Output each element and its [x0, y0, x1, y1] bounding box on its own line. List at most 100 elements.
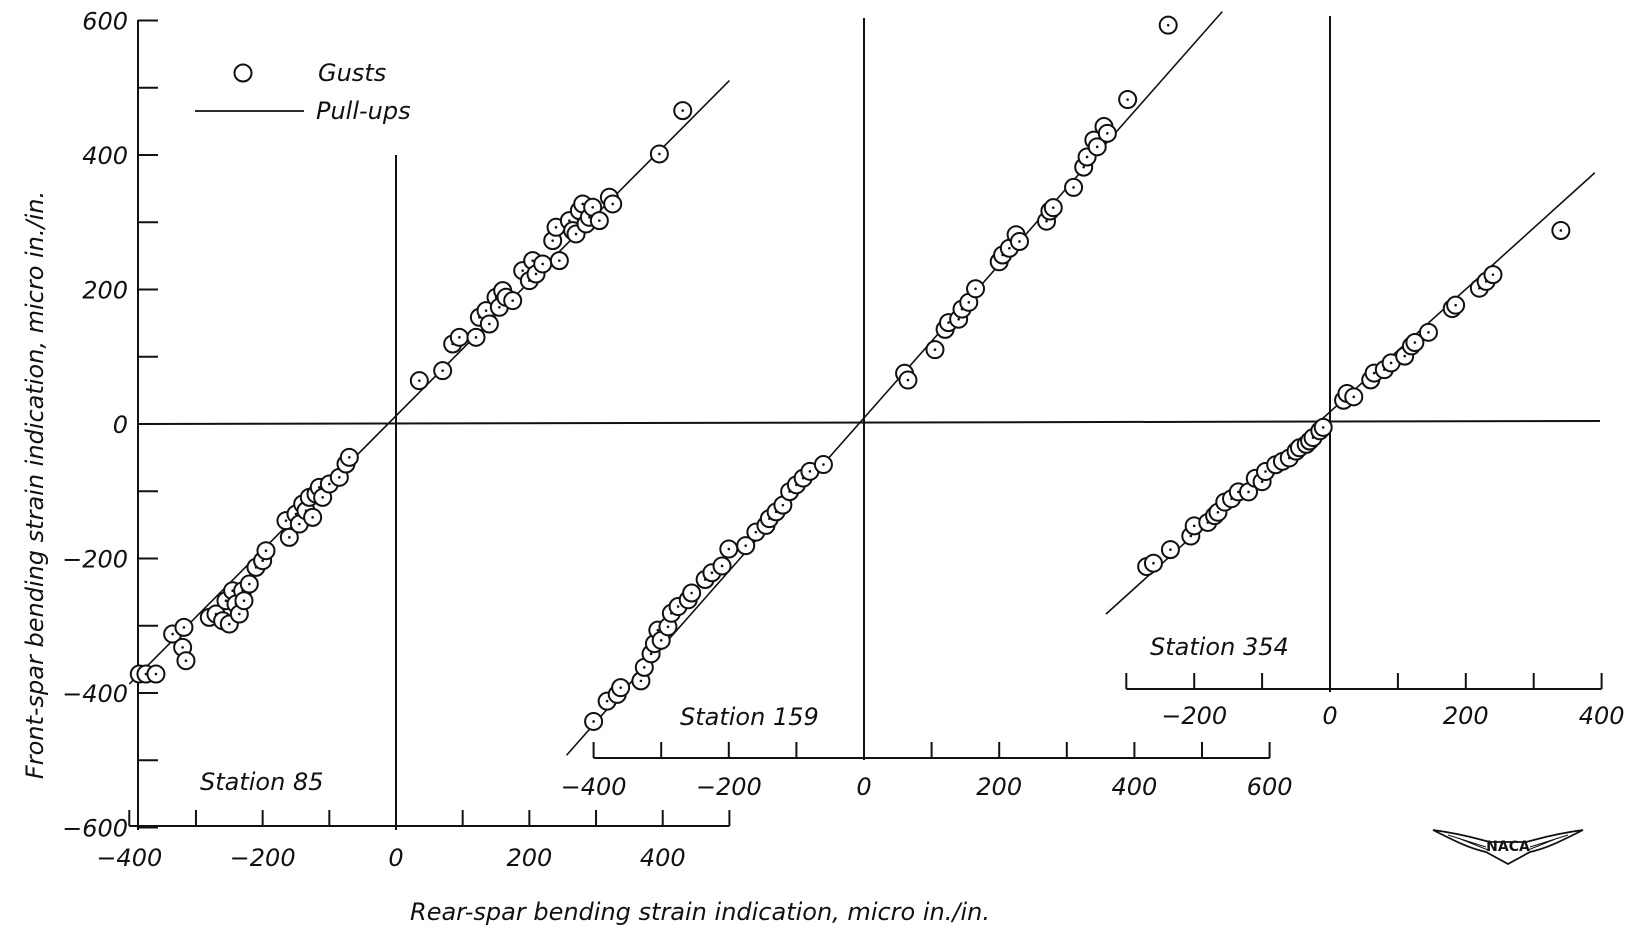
gust-point-center — [822, 463, 825, 466]
x-tick-label: 400 — [1111, 773, 1157, 801]
naca-logo-text: NACA — [1486, 839, 1530, 855]
gust-point-center — [1352, 395, 1356, 399]
gust-point-center — [264, 549, 268, 552]
gust-point-center — [619, 686, 622, 689]
gust-point-center — [474, 336, 478, 339]
gust-point-center — [676, 605, 680, 608]
gust-point-center — [808, 470, 812, 473]
legend-circle-symbol — [233, 63, 253, 83]
gust-point-center — [184, 659, 188, 663]
gust-point-center — [311, 516, 314, 519]
gust-point-center — [1454, 303, 1457, 307]
gust-point-center — [321, 496, 324, 499]
gust-point-center — [294, 512, 298, 516]
panel-85-station-label: Station 85 — [200, 768, 324, 796]
gust-point-center — [541, 262, 544, 266]
panel-354-station-label: Station 354 — [1150, 633, 1289, 661]
gust-point-center — [1403, 354, 1406, 358]
gust-point-center — [656, 628, 660, 632]
gust-point-center — [328, 482, 331, 486]
gust-point-center — [1491, 273, 1495, 276]
gust-point-center — [906, 378, 910, 382]
gust-point-center — [348, 456, 351, 459]
panel-station-159: −400 −200 0 200 400 600 Station 159 — [561, 11, 1293, 801]
panel-354-x-ticks: −200 0 200 400 — [1125, 673, 1625, 730]
gust-point-center — [781, 503, 785, 507]
legend: Gusts Pull-ups — [195, 59, 411, 125]
y-tick-label: −200 — [62, 546, 128, 574]
naca-logo: NACA — [1432, 829, 1584, 866]
gust-point-center — [1237, 490, 1240, 494]
gust-point-center — [228, 622, 231, 626]
gust-point-center — [1216, 510, 1220, 514]
gust-point-center — [681, 109, 685, 112]
gust-point-center — [1051, 206, 1055, 209]
gust-point-center — [238, 612, 241, 616]
gust-point-center — [659, 639, 663, 642]
gust-point-center — [531, 259, 534, 262]
panel-354-gust-points — [1137, 220, 1571, 577]
gust-point-center — [261, 559, 264, 562]
gust-point-center — [458, 336, 461, 339]
gust-point-center — [1189, 534, 1193, 538]
x-tick-label: 400 — [1579, 702, 1625, 730]
x-tick-label: 200 — [1443, 702, 1489, 730]
gust-point-center — [288, 536, 291, 539]
gust-point-center — [744, 544, 747, 547]
x-tick-label: 400 — [640, 844, 686, 872]
gust-point-center — [1260, 480, 1264, 484]
y-axis-title: Front-spar bending strain indication, mi… — [21, 191, 49, 779]
gust-point-center — [639, 679, 643, 683]
gust-point-center — [418, 379, 421, 382]
gust-point-center — [1166, 23, 1170, 27]
gust-point-center — [574, 232, 578, 236]
gust-point-center — [534, 272, 538, 276]
gust-point-center — [1427, 331, 1430, 334]
y-tick-label: 400 — [82, 142, 128, 170]
gust-point-center — [666, 625, 670, 629]
gust-point-center — [754, 530, 758, 534]
panel-station-354: −200 0 200 400 Station 354 — [1105, 16, 1625, 730]
gust-point-center — [498, 306, 501, 309]
x-tick-label: −400 — [561, 773, 627, 801]
gust-point-center — [1264, 470, 1267, 473]
gust-point-center — [242, 599, 246, 603]
gust-point-center — [974, 287, 977, 291]
gust-point-center — [1192, 524, 1196, 528]
gust-point-center — [521, 269, 524, 272]
gust-point-center — [181, 646, 184, 649]
gust-point-center — [1152, 561, 1155, 565]
panel-159-station-label: Station 159 — [680, 703, 819, 731]
gust-point-center — [588, 215, 591, 219]
x-tick-label: −200 — [1161, 702, 1227, 730]
gust-point-center — [441, 369, 444, 372]
gust-point-center — [720, 564, 724, 568]
legend-gusts-label: Gusts — [318, 59, 386, 87]
gust-point-center — [591, 205, 595, 209]
x-tick-label: 200 — [506, 844, 552, 872]
y-tick-label: 200 — [82, 277, 128, 305]
gust-point-center — [318, 486, 321, 489]
y-tick-label: −400 — [62, 680, 128, 708]
x-tick-label: −200 — [696, 773, 762, 801]
gust-point-center — [649, 652, 653, 656]
gust-point-center — [224, 599, 228, 603]
gust-point-center — [727, 547, 731, 551]
gust-point-center — [1082, 165, 1085, 169]
gust-point-center — [611, 202, 615, 206]
gust-point-center — [484, 309, 488, 312]
panel-85-gust-points — [129, 101, 693, 684]
x-tick-label: 0 — [1322, 702, 1337, 730]
gust-point-center — [284, 519, 288, 522]
gust-point-center — [554, 225, 558, 229]
gust-point-center — [581, 202, 585, 206]
gust-point-center — [488, 322, 491, 326]
gust-point-center — [1247, 490, 1250, 494]
gust-point-center — [947, 321, 950, 324]
x-tick-label: 600 — [1247, 773, 1293, 801]
panel-159-x-ticks: −400 −200 0 200 400 600 — [561, 742, 1293, 801]
x-tick-label: 0 — [856, 773, 871, 801]
shared-zero-axis-line — [137, 420, 1601, 425]
y-ticks: 600 400 200 0 −200 −400 −600 — [62, 8, 158, 843]
